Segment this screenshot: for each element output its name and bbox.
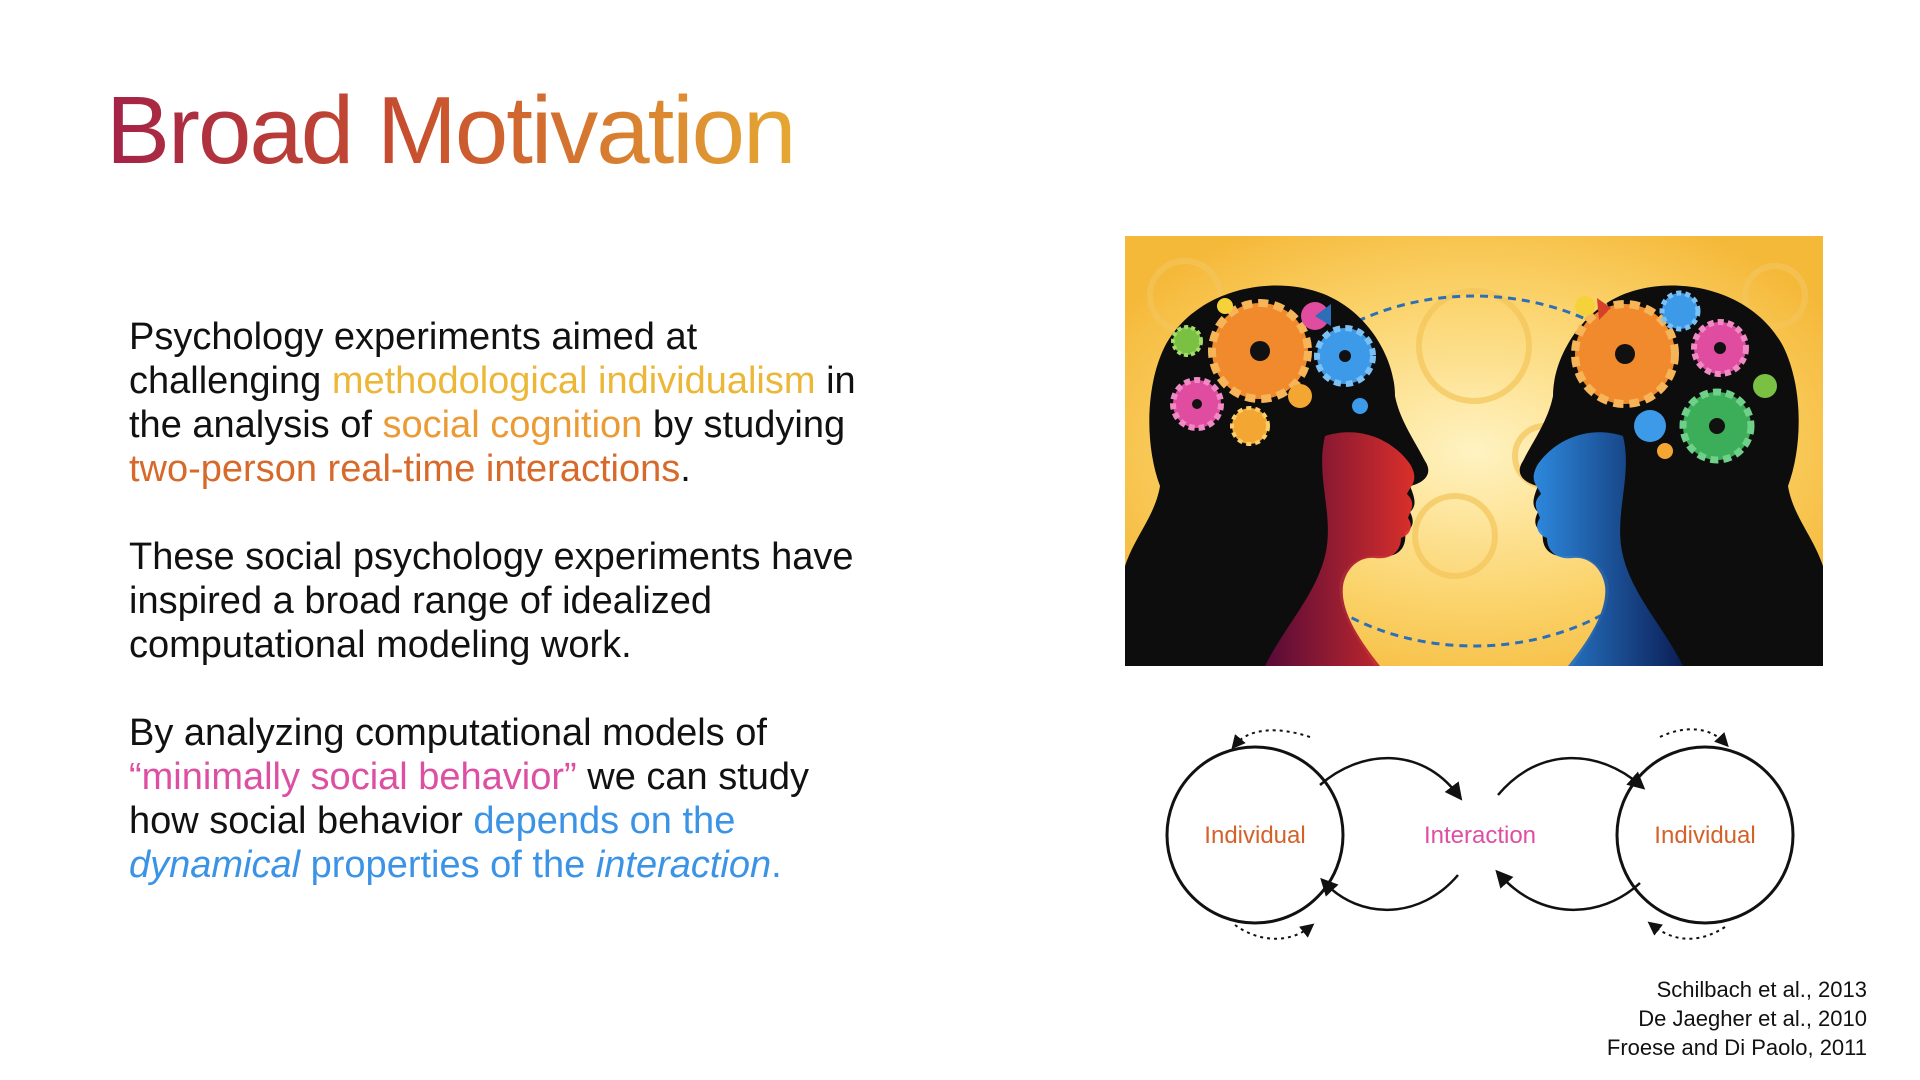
left-individual-circle — [1165, 745, 1345, 925]
p1-highlight-two-person-interactions: two-person real-time interactions — [129, 448, 681, 490]
body-text: Psychology experiments aimed at challeng… — [129, 315, 889, 931]
two-heads-with-gears-illustration — [1125, 236, 1823, 666]
left-gears-icon — [1170, 298, 1376, 446]
reference-item: De Jaegher et al., 2010 — [1638, 1006, 1867, 1031]
dotted-arrow-top-left — [1231, 729, 1311, 750]
reference-item: Froese and Di Paolo, 2011 — [1606, 1035, 1867, 1060]
references: Schilbach et al., 2013 De Jaegher et al.… — [1607, 975, 1867, 1062]
paragraph-1: Psychology experiments aimed at challeng… — [129, 315, 889, 491]
reference-item: Schilbach et al., 2013 — [1656, 977, 1867, 1002]
paragraph-3: By analyzing computational models of “mi… — [129, 711, 889, 887]
p1-text-a: Psychology experiments aimed at challeng… — [129, 316, 698, 402]
right-individual-label: Individual — [1654, 822, 1755, 849]
p1-text-c: in the analysis of — [129, 360, 856, 446]
dotted-arrow-top-right — [1659, 728, 1729, 748]
p3-highlight-properties-of-the: properties of the — [300, 844, 596, 886]
arrow-right-to-interaction — [1495, 869, 1641, 911]
right-gears-icon — [1571, 290, 1777, 464]
p3-text-a: By analyzing computational models of — [129, 712, 767, 754]
p3-highlight-depends-on-the: depends on the — [473, 800, 736, 842]
p1-highlight-social-cognition: social cognition — [382, 404, 643, 446]
p1-period: . — [680, 448, 691, 490]
loop-arrowhead-right-icon — [1597, 298, 1611, 320]
p1-text-e: by studying — [642, 404, 846, 446]
right-individual-circle — [1615, 745, 1795, 925]
interaction-label: Interaction — [1424, 822, 1536, 849]
arrow-left-to-interaction — [1319, 756, 1463, 801]
loop-arrowhead-left-icon — [1315, 304, 1331, 326]
arrow-interaction-to-right — [1497, 756, 1646, 796]
right-face-glow — [1533, 432, 1683, 666]
left-individual-label: Individual — [1204, 822, 1305, 849]
p3-highlight-dynamical: dynamical — [129, 844, 301, 886]
interaction-diagram: Individual Interaction Individual — [1165, 728, 1795, 940]
p3-period: . — [771, 844, 782, 886]
slide-title: Broad Motivation — [106, 77, 796, 184]
p3-text-c: we can study how social behavior — [129, 756, 810, 842]
paragraph-2: These social psychology experiments have… — [129, 536, 854, 666]
dotted-arrow-bottom-right — [1647, 921, 1726, 940]
p3-highlight-minimally-social-behavior: “minimally social behavior” — [129, 756, 577, 798]
arrow-interaction-to-left — [1320, 874, 1459, 911]
dotted-arrow-bottom-left — [1234, 923, 1315, 940]
p1-highlight-methodological-individualism: methodological individualism — [331, 360, 816, 402]
left-face-glow — [1265, 432, 1415, 666]
p3-highlight-interaction: interaction — [595, 844, 772, 886]
